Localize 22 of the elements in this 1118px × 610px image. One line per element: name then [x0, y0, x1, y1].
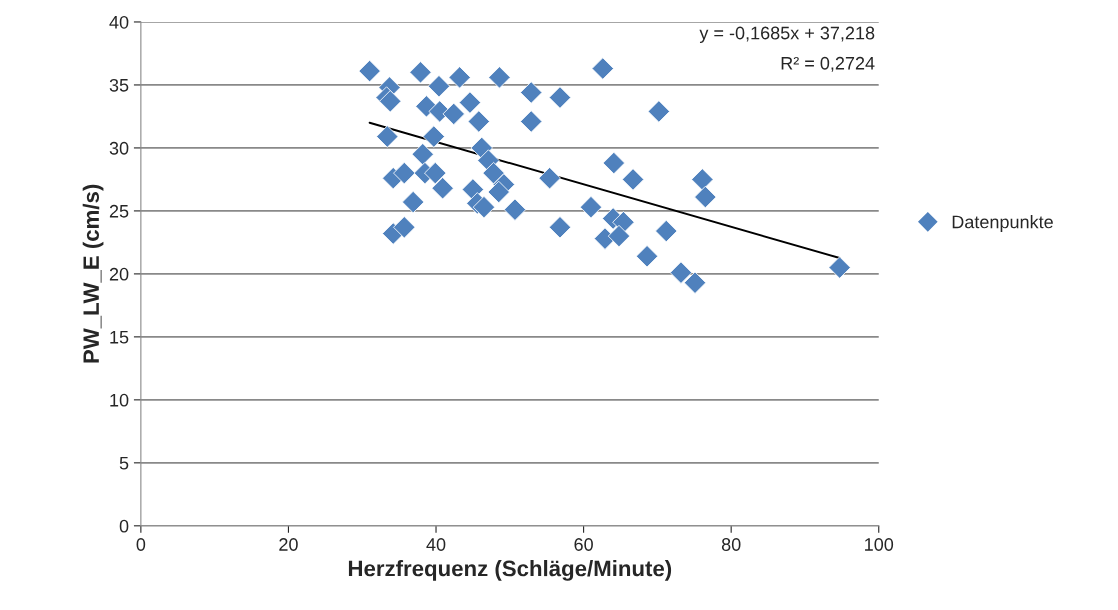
- x-tick-label: 60: [574, 538, 593, 551]
- y-tick-label: 0: [119, 519, 129, 533]
- y-tick-label: 30: [109, 141, 129, 155]
- y-tick-label: 15: [110, 330, 129, 344]
- y-tick-label: 25: [109, 204, 129, 218]
- x-tick-label: 0: [136, 538, 146, 551]
- x-tick-label: 40: [426, 538, 446, 551]
- x-tick-label: 80: [721, 538, 741, 551]
- y-tick-label: 20: [109, 267, 129, 281]
- y-tick-label: 40: [109, 15, 129, 29]
- x-tick-label: 20: [279, 538, 298, 551]
- legend-label: Datenpunkte: [952, 215, 1053, 232]
- y-tick-label: 10: [110, 393, 129, 407]
- y-axis-title: PW_LW_E (cm/s): [82, 184, 104, 363]
- annotation: y = -0,1685x + 37,218: [699, 26, 875, 43]
- annotation: R² = 0,2724: [781, 56, 875, 72]
- x-tick-label: 100: [865, 538, 894, 551]
- y-tick-label: 5: [119, 456, 129, 470]
- x-axis-title: Herzfrequenz (Schläge/Minute): [348, 560, 672, 581]
- y-tick-label: 35: [109, 78, 129, 92]
- point: [548, 86, 572, 109]
- point: [694, 185, 717, 209]
